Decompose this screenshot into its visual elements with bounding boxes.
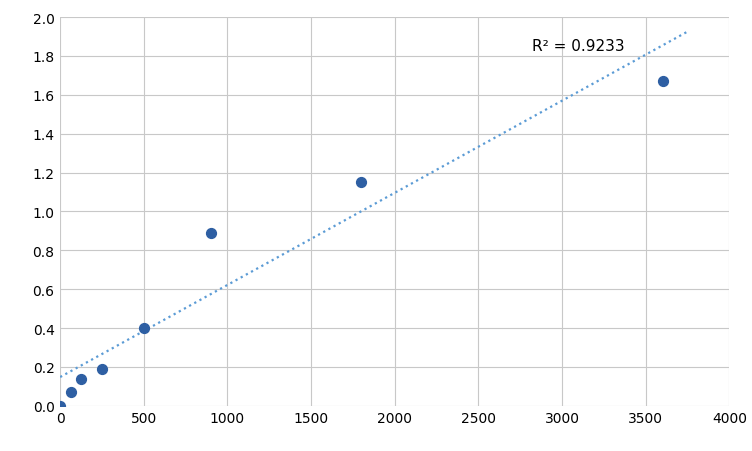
- Point: [65, 389, 77, 396]
- Point: [355, 179, 367, 187]
- Point: [75, 375, 87, 382]
- Point: [96, 365, 108, 373]
- Point: [205, 230, 217, 237]
- Point: [54, 402, 66, 410]
- Point: [656, 78, 669, 86]
- Point: [138, 325, 150, 332]
- Text: R² = 0.9233: R² = 0.9233: [532, 39, 625, 54]
